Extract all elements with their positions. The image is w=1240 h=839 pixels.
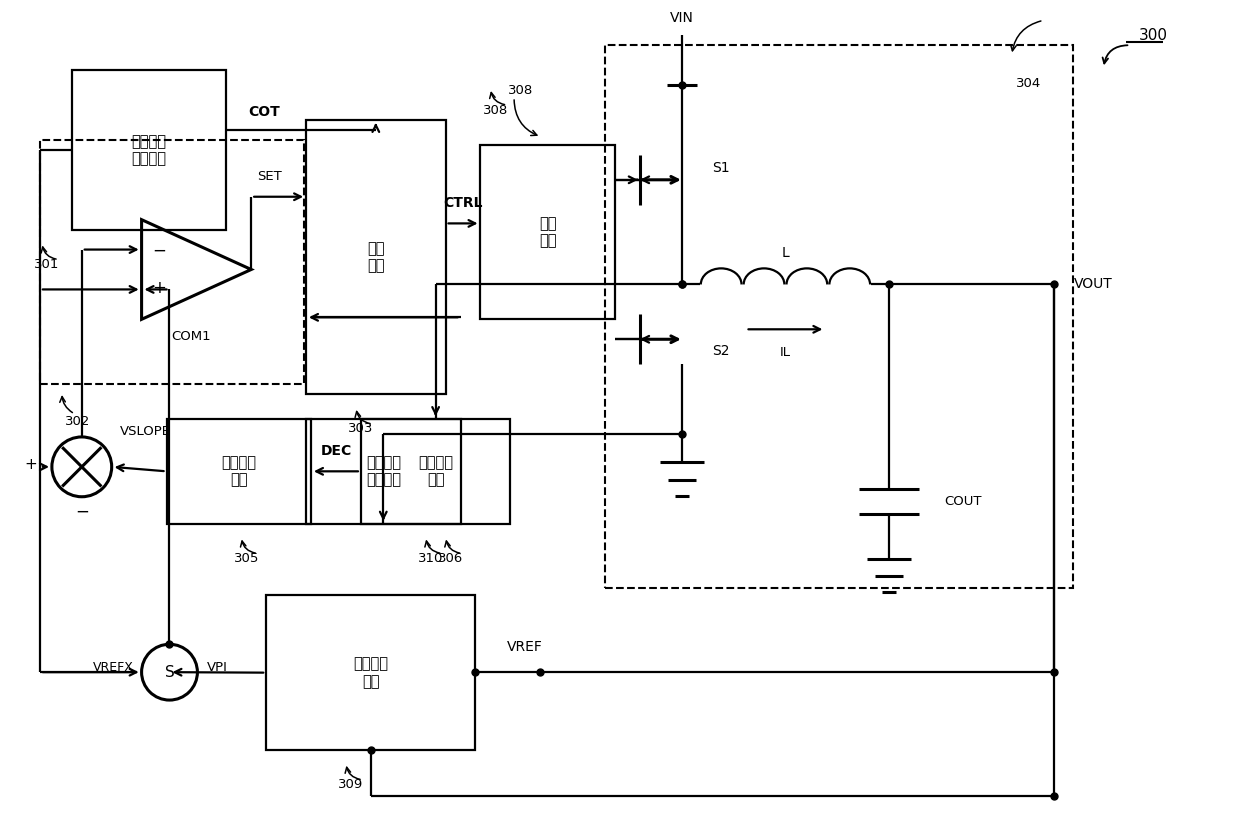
Text: 308: 308 bbox=[508, 84, 533, 96]
Text: 309: 309 bbox=[339, 779, 363, 791]
Text: S: S bbox=[165, 664, 175, 680]
Text: −: − bbox=[153, 242, 166, 259]
Text: 306: 306 bbox=[438, 552, 464, 565]
Text: VPI: VPI bbox=[207, 660, 228, 674]
Bar bbox=[361, 419, 511, 524]
Text: IL: IL bbox=[780, 346, 791, 359]
Text: COUT: COUT bbox=[944, 495, 981, 508]
Text: COT: COT bbox=[248, 105, 280, 119]
Text: SET: SET bbox=[257, 170, 281, 183]
Text: +: + bbox=[25, 457, 37, 472]
Bar bbox=[480, 145, 615, 320]
Text: 310: 310 bbox=[418, 552, 444, 565]
Text: 最小关断
时间单元: 最小关断 时间单元 bbox=[366, 455, 401, 487]
Text: 304: 304 bbox=[1016, 76, 1042, 90]
Text: COM1: COM1 bbox=[171, 331, 211, 343]
Text: 308: 308 bbox=[482, 103, 508, 117]
Text: VREF: VREF bbox=[507, 640, 543, 654]
Text: VIN: VIN bbox=[670, 12, 693, 25]
Text: L: L bbox=[781, 246, 790, 259]
Text: S2: S2 bbox=[712, 344, 729, 358]
Text: 负载检测
单元: 负载检测 单元 bbox=[418, 455, 453, 487]
Text: VREFX: VREFX bbox=[93, 660, 134, 674]
Bar bbox=[306, 419, 460, 524]
Text: +: + bbox=[153, 279, 166, 298]
Bar bbox=[166, 419, 311, 524]
Text: S1: S1 bbox=[712, 161, 729, 175]
Text: CTRL: CTRL bbox=[443, 196, 482, 211]
Text: 比例积分
单元: 比例积分 单元 bbox=[353, 656, 388, 689]
Text: DEC: DEC bbox=[320, 445, 352, 458]
Text: 斜坡补偿
单元: 斜坡补偿 单元 bbox=[221, 455, 257, 487]
Text: 305: 305 bbox=[233, 552, 259, 565]
Bar bbox=[605, 45, 1074, 588]
Text: −: − bbox=[74, 503, 89, 521]
Text: 300: 300 bbox=[1138, 28, 1168, 43]
Text: 303: 303 bbox=[348, 423, 373, 435]
Bar bbox=[306, 120, 445, 394]
Text: 301: 301 bbox=[35, 258, 60, 271]
Text: 导通时间
控制单元: 导通时间 控制单元 bbox=[131, 133, 166, 166]
Bar bbox=[40, 140, 304, 384]
Text: VSLOPE: VSLOPE bbox=[120, 425, 171, 439]
Bar bbox=[72, 70, 227, 230]
Text: VOUT: VOUT bbox=[1074, 278, 1112, 291]
Text: 302: 302 bbox=[66, 415, 91, 429]
Text: 逻辑
单元: 逻辑 单元 bbox=[367, 241, 384, 274]
Text: 驱动
电路: 驱动 电路 bbox=[539, 216, 557, 248]
Bar bbox=[267, 596, 475, 750]
